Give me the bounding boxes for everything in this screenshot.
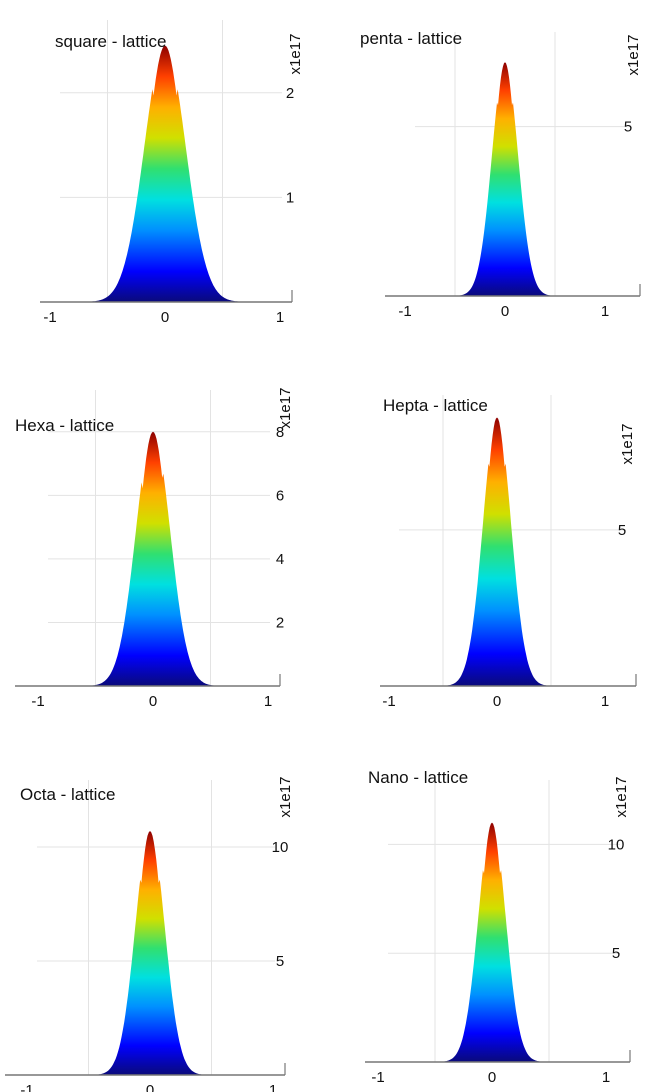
- x-tick-label: 1: [602, 1069, 610, 1086]
- y-tick-label: 8: [276, 424, 284, 441]
- density-peak: [38, 431, 268, 686]
- chart-title: Octa - lattice: [20, 785, 115, 804]
- chart-panel-2: penta - lattice -1 0 1 5 x1e17: [360, 29, 642, 320]
- y-tick-label: 10: [608, 836, 625, 853]
- chart-title: penta - lattice: [360, 29, 462, 48]
- y-unit-label: x1e17: [277, 388, 294, 429]
- x-tick-label: 1: [601, 303, 609, 320]
- chart-title: Nano - lattice: [368, 768, 468, 787]
- density-peak: [27, 831, 273, 1075]
- y-tick-label: 5: [624, 119, 632, 136]
- density-peak: [50, 45, 280, 302]
- y-tick-label: 2: [276, 614, 284, 631]
- density-peak: [389, 417, 605, 686]
- x-tick-label: -1: [398, 303, 411, 320]
- y-unit-label: x1e17: [625, 35, 642, 76]
- y-tick-label: 10: [272, 839, 289, 856]
- y-tick-label: 6: [276, 487, 284, 504]
- y-tick-label: 5: [612, 945, 620, 962]
- density-peak: [378, 822, 606, 1062]
- y-tick-label: 4: [276, 551, 284, 568]
- x-tick-label: 0: [146, 1082, 154, 1092]
- y-tick-label: 1: [286, 189, 294, 206]
- x-tick-label: -1: [371, 1069, 384, 1086]
- chart-panel-1: square - lattice -1 0 1 1 2 x1e17: [40, 20, 304, 326]
- x-tick-label: -1: [382, 693, 395, 710]
- chart-title: square - lattice: [55, 32, 167, 51]
- x-tick-label: -1: [20, 1082, 33, 1092]
- chart-panel-5: Octa - lattice -1 0 1 5 10 x1e17: [5, 777, 294, 1092]
- y-tick-label: 2: [286, 85, 294, 102]
- density-peak: [405, 62, 605, 296]
- chart-title: Hexa - lattice: [15, 416, 114, 435]
- x-tick-label: 1: [601, 693, 609, 710]
- x-tick-label: 0: [161, 309, 169, 326]
- x-tick-label: -1: [31, 693, 44, 710]
- x-tick-label: 1: [269, 1082, 277, 1092]
- x-tick-label: 1: [276, 309, 284, 326]
- y-tick-label: 5: [618, 522, 626, 539]
- chart-panel-6: Nano - lattice -1 0 1 5 10 x1e17: [365, 768, 631, 1086]
- x-tick-label: 0: [149, 693, 157, 710]
- chart-panel-4: Hepta - lattice -1 0 1 5 x1e17: [380, 395, 637, 710]
- y-unit-label: x1e17: [619, 424, 636, 465]
- x-tick-label: 1: [264, 693, 272, 710]
- chart-title: Hepta - lattice: [383, 396, 488, 415]
- x-tick-label: 0: [488, 1069, 496, 1086]
- y-unit-label: x1e17: [287, 34, 304, 75]
- x-tick-label: 0: [493, 693, 501, 710]
- y-unit-label: x1e17: [613, 777, 630, 818]
- y-unit-label: x1e17: [277, 777, 294, 818]
- x-tick-label: 0: [501, 303, 509, 320]
- y-tick-label: 5: [276, 953, 284, 970]
- x-tick-label: -1: [43, 309, 56, 326]
